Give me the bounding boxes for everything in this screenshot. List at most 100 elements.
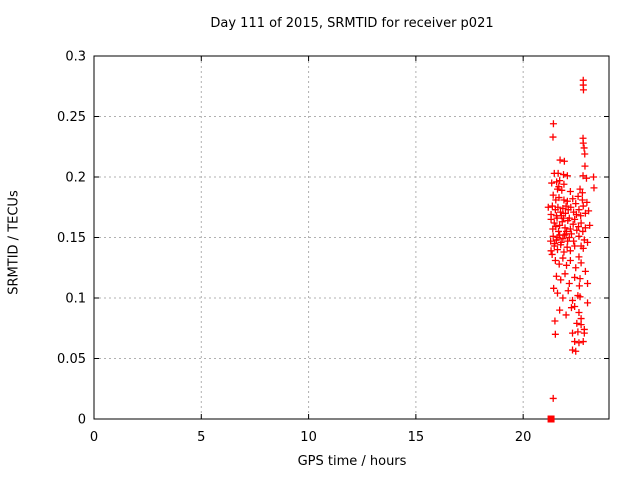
data-point-plus [559,235,567,243]
data-point-plus [575,309,583,317]
data-point-plus [580,144,588,152]
data-point-plus [575,223,583,231]
data-point-plus [554,289,561,297]
data-point-plus [579,202,587,210]
y-tick-label: 0.25 [57,110,86,125]
data-point-plus [549,232,557,240]
data-point-plus [553,178,561,186]
plot-border [93,55,610,420]
data-point-plus [560,196,568,204]
data-point-plus [547,247,555,255]
data-point-plus [576,275,584,283]
data-point-plus [563,243,571,251]
x-axis-label: GPS time / hours [297,454,407,469]
data-point-plus [575,206,583,214]
data-point-plus [578,196,586,204]
data-point-plus [571,242,579,250]
data-point-plus [550,284,558,292]
data-point-plus [562,311,570,319]
data-point-plus [550,219,558,227]
data-point-plus [586,221,594,229]
data-point-plus [582,174,590,182]
x-tick-label: 15 [408,430,425,445]
data-point-plus [572,211,580,219]
data-point-plus [584,238,592,246]
data-point-plus [554,203,562,211]
data-point-plus [581,209,589,217]
data-point-plus [556,177,564,185]
data-point-plus [569,329,577,337]
data-point-plus [577,321,585,329]
data-point-plus [567,304,575,312]
data-point-plus [584,279,592,287]
data-point-plus [549,133,557,141]
data-point-plus [557,276,565,284]
data-point-plus [548,250,556,258]
data-point-plus [572,347,580,355]
data-point-plus [556,306,564,314]
data-point-plus [555,227,563,235]
data-point-plus [549,394,557,402]
data-point-plus [561,209,569,217]
data-point-plus [552,272,560,280]
y-tick-label: 0.3 [65,50,86,65]
data-point-plus [574,328,582,336]
y-tick-label: 0.2 [65,171,86,186]
data-point-plus [563,172,571,180]
data-point-plus [566,247,574,255]
data-point-plus [549,120,557,128]
data-point-plus [551,330,559,338]
data-point-plus [583,198,591,206]
data-point-plus [554,246,561,254]
data-point-plus [573,319,581,327]
data-point-plus [577,212,585,220]
data-point-plus [555,194,563,202]
data-point-plus [553,214,561,222]
data-point-plus [549,191,557,199]
data-point-plus [561,270,569,278]
data-point-plus [575,339,583,347]
data-point-plus [558,186,566,194]
data-point-plus [566,188,574,196]
data-point-plus [577,259,585,267]
data-point-plus [548,179,556,187]
data-point-plus [574,192,582,200]
data-point-plus [560,180,568,188]
data-point-square [547,415,555,423]
data-point-plus [590,173,598,181]
data-point-plus [547,237,555,245]
data-point-plus [580,329,588,337]
data-point-plus [581,162,589,170]
data-point-plus [554,185,561,193]
data-point-plus [551,317,559,325]
data-point-plus [566,225,574,233]
data-point-plus [564,287,572,295]
data-point-plus [559,294,567,302]
data-point-plus [581,224,589,232]
data-point-plus [571,215,579,223]
data-point-plus [551,256,559,264]
data-point-plus [579,139,587,147]
x-tick-label: 20 [515,430,532,445]
data-point-plus [563,197,571,205]
data-point-plus [576,185,584,193]
data-point-plus [561,224,569,232]
x-tick-label: 10 [300,430,317,445]
data-point-plus [567,203,575,211]
data-point-plus [590,184,598,192]
data-point-plus [552,223,560,231]
y-tick-label: 0.15 [57,231,86,246]
data-point-plus [579,227,587,235]
data-point-plus [575,232,583,240]
data-point-plus [560,157,568,165]
data-point-plus [562,202,570,210]
data-point-plus [581,267,589,275]
data-point-plus [556,156,564,164]
data-point-plus [565,234,573,241]
data-point-plus [560,231,568,239]
data-point-plus [569,346,577,354]
data-point-plus [556,221,564,229]
data-point-plus [581,150,589,158]
